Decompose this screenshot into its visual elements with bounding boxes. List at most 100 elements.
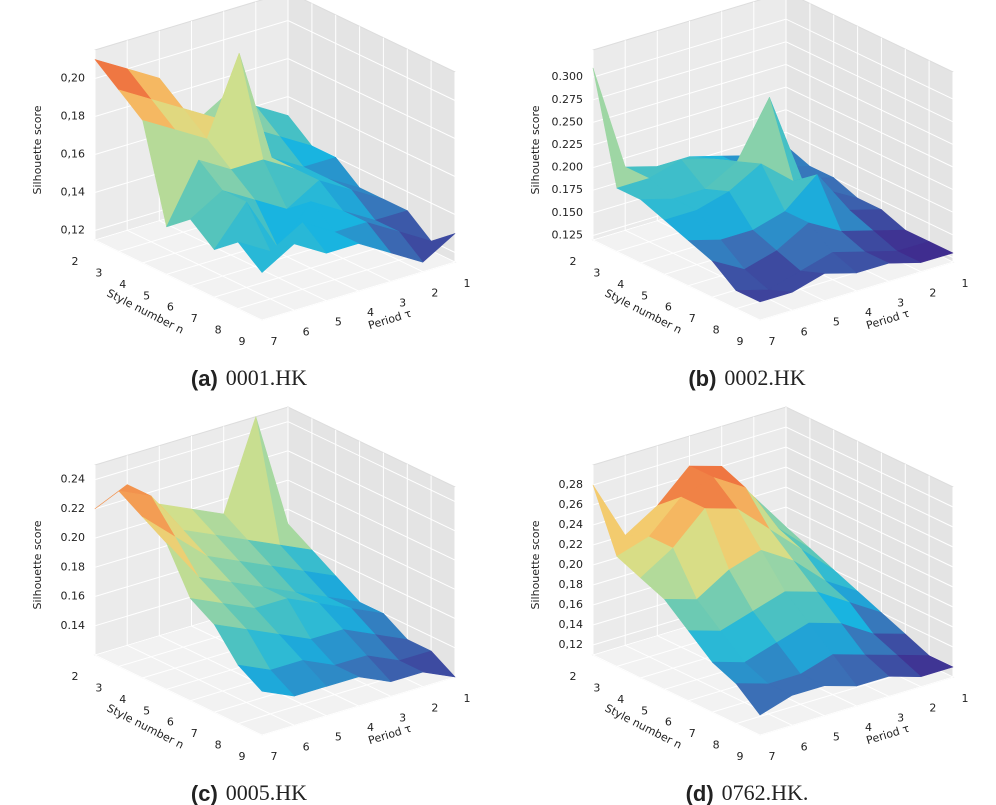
y-tick-label: 2 xyxy=(929,287,936,300)
y-tick-label: 2 xyxy=(431,702,438,715)
x-tick-label: 7 xyxy=(191,727,198,740)
x-tick-label: 9 xyxy=(239,335,246,348)
x-tick-label: 8 xyxy=(713,739,720,752)
y-tick-label: 1 xyxy=(962,692,969,705)
y-tick-label: 7 xyxy=(271,750,278,763)
caption-label: (b) xyxy=(688,366,716,391)
z-tick-label: 0.125 xyxy=(552,228,584,241)
z-tick-label: 0.250 xyxy=(552,115,584,128)
y-tick-label: 5 xyxy=(335,316,342,329)
z-tick-label: 0,20 xyxy=(559,558,584,571)
x-tick-label: 7 xyxy=(689,727,696,740)
y-grid-line xyxy=(94,50,263,321)
y-tick-label: 4 xyxy=(367,306,374,319)
z-tick-label: 0,28 xyxy=(559,478,584,491)
y-tick-label: 6 xyxy=(303,325,310,338)
x-tick-label: 8 xyxy=(215,739,222,752)
surface-patch xyxy=(735,683,793,716)
x-tick-label: 2 xyxy=(570,670,577,683)
x-tick-label: 8 xyxy=(215,324,222,337)
caption-text: 0001.HK xyxy=(226,365,307,390)
z-tick-label: 0,14 xyxy=(61,186,86,199)
x-tick-label: 3 xyxy=(593,681,600,694)
x-tick-label: 6 xyxy=(167,716,174,729)
panel: 0,12 0,14 0,16 0,18 0,20 2 3 4 5 6 7 8 9 1 2 3 4 5 6 7 Silho… xyxy=(31,0,471,391)
y-tick-label: 7 xyxy=(271,335,278,348)
y-tick-label: 1 xyxy=(464,277,471,290)
y-tick-label: 1 xyxy=(464,692,471,705)
y-grid-line xyxy=(126,455,295,726)
surface-patch xyxy=(237,664,295,697)
x-tick-label: 7 xyxy=(689,312,696,325)
z-tick-label: 0,16 xyxy=(61,148,86,161)
y-tick-label: 3 xyxy=(897,296,904,309)
caption: (b) 0002.HK xyxy=(688,365,805,391)
z-tick-label: 0,12 xyxy=(61,224,86,237)
z-axis-label: Silhouette score xyxy=(31,520,44,609)
caption-label: (a) xyxy=(191,366,218,391)
z-tick-label: 0.225 xyxy=(552,138,584,151)
x-tick-label: 3 xyxy=(593,266,600,279)
y-tick-label: 3 xyxy=(399,296,406,309)
x-tick-label: 2 xyxy=(570,255,577,268)
z-tick-label: 0.16 xyxy=(61,590,86,603)
caption-text: 0762.HK. xyxy=(722,780,809,805)
x-tick-label: 4 xyxy=(119,278,126,291)
z-tick-label: 0.300 xyxy=(552,70,584,83)
y-grid-line xyxy=(592,50,761,321)
x-tick-label: 4 xyxy=(119,693,126,706)
caption-text: 0005.HK xyxy=(226,780,307,805)
z-axis-label: Silhouette score xyxy=(529,520,542,609)
y-tick-label: 7 xyxy=(769,335,776,348)
x-tick-label: 2 xyxy=(72,670,79,683)
y-tick-label: 3 xyxy=(399,711,406,724)
z-tick-label: 0.175 xyxy=(552,183,584,196)
x-tick-label: 4 xyxy=(617,278,624,291)
y-tick-label: 4 xyxy=(367,721,374,734)
y-tick-label: 7 xyxy=(769,750,776,763)
y-tick-label: 2 xyxy=(431,287,438,300)
y-tick-label: 5 xyxy=(833,731,840,744)
x-tick-label: 2 xyxy=(72,255,79,268)
caption-label: (c) xyxy=(191,781,218,805)
z-tick-label: 0,24 xyxy=(559,518,584,531)
caption: (d) 0762.HK. xyxy=(686,780,809,805)
x-tick-label: 7 xyxy=(191,312,198,325)
z-tick-label: 0,16 xyxy=(559,598,584,611)
panel: 0.125 0.150 0.175 0.200 0.225 0.250 0.275 0.300… xyxy=(529,0,969,391)
panel: 0.14 0.16 0.18 0.20 0.22 0.24 2 3 4 5 6 7 8 9 1 2 3 4 5 6 7 S… xyxy=(31,406,471,805)
z-tick-label: 0.200 xyxy=(552,161,584,174)
z-tick-label: 0,18 xyxy=(559,578,584,591)
x-tick-label: 6 xyxy=(167,301,174,314)
z-tick-label: 0.22 xyxy=(61,502,86,515)
panel: 0,12 0,14 0,16 0,18 0,20 0,22 0,24 0,26 0,28 2 3 4 5… xyxy=(529,406,969,805)
z-tick-label: 0,12 xyxy=(559,638,584,651)
caption-label: (d) xyxy=(686,781,714,805)
y-grid-line xyxy=(624,455,793,726)
y-grid-line xyxy=(592,465,761,736)
x-tick-label: 5 xyxy=(143,704,150,717)
z-tick-label: 0,22 xyxy=(559,538,584,551)
y-tick-label: 4 xyxy=(865,721,872,734)
y-tick-label: 3 xyxy=(897,711,904,724)
x-tick-label: 9 xyxy=(737,335,744,348)
x-tick-label: 8 xyxy=(713,324,720,337)
y-tick-label: 2 xyxy=(929,702,936,715)
x-tick-label: 4 xyxy=(617,693,624,706)
caption: (c) 0005.HK xyxy=(191,780,307,805)
z-axis-label: Silhouette score xyxy=(31,105,44,194)
z-tick-label: 0.14 xyxy=(61,619,86,632)
y-tick-label: 1 xyxy=(962,277,969,290)
surface-patch xyxy=(735,289,793,303)
y-grid-line xyxy=(126,40,295,311)
y-tick-label: 4 xyxy=(865,306,872,319)
z-tick-label: 0.24 xyxy=(61,473,86,486)
caption: (a) 0001.HK xyxy=(191,365,307,391)
x-tick-label: 5 xyxy=(641,289,648,302)
z-tick-label: 0.275 xyxy=(552,93,584,106)
z-tick-label: 0,14 xyxy=(559,618,584,631)
y-tick-label: 6 xyxy=(801,325,808,338)
z-tick-label: 0,20 xyxy=(61,72,86,85)
x-tick-label: 9 xyxy=(737,750,744,763)
